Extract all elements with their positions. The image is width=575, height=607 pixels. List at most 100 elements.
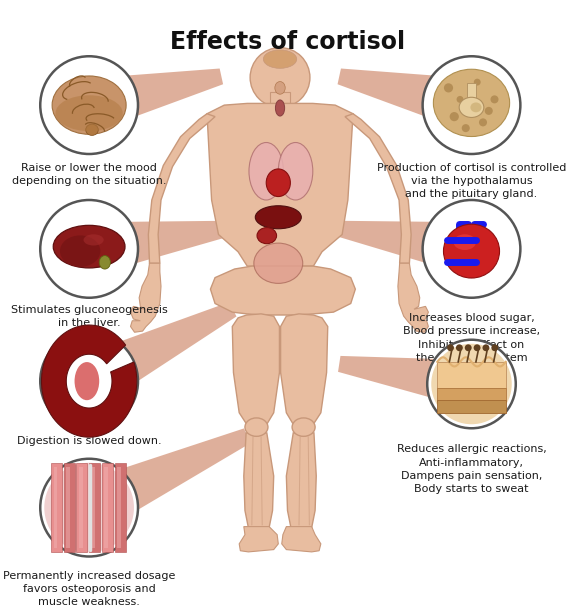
Polygon shape <box>338 69 477 132</box>
Circle shape <box>423 200 520 298</box>
Circle shape <box>490 95 499 103</box>
Circle shape <box>40 459 138 557</box>
Ellipse shape <box>52 76 126 134</box>
Bar <box>117 467 121 548</box>
Ellipse shape <box>275 81 285 94</box>
Circle shape <box>431 344 512 424</box>
Polygon shape <box>78 429 251 532</box>
Polygon shape <box>286 433 316 529</box>
Circle shape <box>423 56 520 154</box>
Ellipse shape <box>263 50 297 69</box>
Bar <box>270 92 290 113</box>
Circle shape <box>427 204 516 294</box>
Circle shape <box>479 118 487 126</box>
Text: Stimulates gluconeogenesis
in the liver.: Stimulates gluconeogenesis in the liver. <box>11 305 167 328</box>
Bar <box>437 400 506 413</box>
Polygon shape <box>148 114 215 263</box>
Circle shape <box>462 124 470 132</box>
Ellipse shape <box>454 234 476 250</box>
Text: Digestion is slowed down.: Digestion is slowed down. <box>17 436 162 446</box>
Ellipse shape <box>434 69 509 137</box>
Polygon shape <box>77 302 236 405</box>
Circle shape <box>40 56 138 154</box>
Polygon shape <box>131 263 161 332</box>
Text: Production of cortisol is controlled
via the hypothalamus
and the pituitary glan: Production of cortisol is controlled via… <box>377 163 566 199</box>
Ellipse shape <box>257 228 277 243</box>
Circle shape <box>491 344 498 351</box>
Circle shape <box>465 344 471 351</box>
Polygon shape <box>338 221 476 276</box>
Polygon shape <box>282 527 321 552</box>
Text: Permanently increased dosage
favors osteoporosis and
muscle weakness.: Permanently increased dosage favors oste… <box>3 571 175 607</box>
Bar <box>66 467 70 548</box>
Ellipse shape <box>254 243 303 283</box>
Circle shape <box>431 344 512 424</box>
Bar <box>51 463 62 552</box>
Circle shape <box>40 200 138 298</box>
Circle shape <box>44 336 134 426</box>
Ellipse shape <box>245 418 268 436</box>
Ellipse shape <box>292 418 315 436</box>
Text: Increases blood sugar,
Blood pressure increase,
Inhibitory effect on
the immune : Increases blood sugar, Blood pressure in… <box>403 313 540 363</box>
Circle shape <box>474 344 481 351</box>
Ellipse shape <box>249 143 283 200</box>
Polygon shape <box>239 527 278 552</box>
Circle shape <box>427 204 516 294</box>
Text: Raise or lower the mood
depending on the situation.: Raise or lower the mood depending on the… <box>12 163 166 186</box>
Circle shape <box>482 344 489 351</box>
Ellipse shape <box>99 256 110 269</box>
Text: Reduces allergic reactions,
Anti-inflammatory,
Dampens pain sensation,
Body star: Reduces allergic reactions, Anti-inflamm… <box>397 444 546 494</box>
Circle shape <box>457 96 463 103</box>
Bar <box>467 83 476 98</box>
Bar <box>105 467 108 548</box>
Polygon shape <box>281 314 328 426</box>
Bar <box>76 463 87 552</box>
Polygon shape <box>41 325 137 437</box>
Circle shape <box>44 336 134 426</box>
Bar <box>114 463 125 552</box>
Circle shape <box>427 340 516 429</box>
Ellipse shape <box>470 103 482 112</box>
Circle shape <box>250 47 310 107</box>
Ellipse shape <box>459 97 484 118</box>
Ellipse shape <box>83 234 104 245</box>
Ellipse shape <box>56 95 123 131</box>
Ellipse shape <box>278 143 313 200</box>
Ellipse shape <box>53 225 125 268</box>
Circle shape <box>44 60 134 150</box>
Circle shape <box>447 344 454 351</box>
Polygon shape <box>232 314 279 426</box>
Polygon shape <box>210 266 355 315</box>
Circle shape <box>456 344 463 351</box>
Ellipse shape <box>86 124 98 135</box>
Ellipse shape <box>275 100 285 116</box>
Polygon shape <box>338 356 475 408</box>
Bar <box>437 362 506 388</box>
Bar <box>53 467 58 548</box>
Ellipse shape <box>266 169 290 197</box>
Ellipse shape <box>60 236 101 267</box>
Ellipse shape <box>443 224 500 278</box>
Circle shape <box>44 204 134 294</box>
Ellipse shape <box>75 362 99 400</box>
Polygon shape <box>244 433 274 529</box>
Circle shape <box>444 83 453 92</box>
Ellipse shape <box>255 206 301 229</box>
Bar <box>79 467 83 548</box>
Bar <box>64 463 75 552</box>
Polygon shape <box>398 263 428 332</box>
Circle shape <box>44 463 134 552</box>
Polygon shape <box>85 221 228 276</box>
Circle shape <box>40 332 138 430</box>
Bar <box>102 463 113 552</box>
Bar <box>89 463 100 552</box>
Polygon shape <box>345 114 411 263</box>
Circle shape <box>450 112 459 121</box>
Polygon shape <box>207 103 353 266</box>
Circle shape <box>44 463 134 552</box>
Circle shape <box>427 60 516 150</box>
Bar <box>437 388 506 401</box>
Circle shape <box>485 107 493 115</box>
Text: Effects of cortisol: Effects of cortisol <box>170 30 405 55</box>
Circle shape <box>474 79 481 86</box>
